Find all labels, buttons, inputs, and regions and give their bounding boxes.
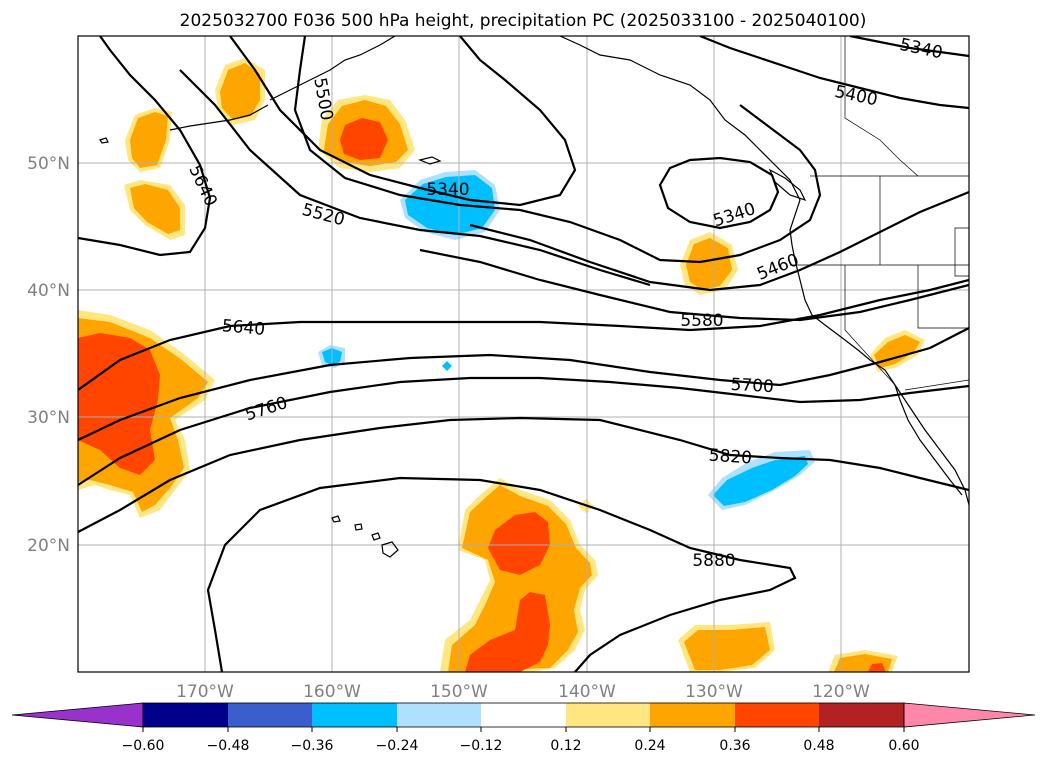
colorbar-tick-label: 0.60 (888, 738, 919, 754)
colorbar-ticks (142, 727, 905, 732)
lon-label: 120°W (812, 682, 870, 702)
alaska-canada-border (844, 36, 919, 177)
lon-label: 150°W (430, 682, 488, 702)
baja-coast (894, 384, 963, 496)
longitude-labels: 170°W 160°W 150°W 140°W 130°W 120°W (176, 682, 870, 702)
colorbar-segment (650, 703, 735, 727)
contour-5520-inner (229, 36, 577, 207)
state-line-5 (954, 227, 969, 277)
precip-area-negative-dot (442, 361, 452, 371)
lat-label: 50°N (27, 154, 70, 174)
colorbar-segment (228, 703, 312, 727)
precip-area-central-orange (448, 485, 592, 672)
precip-area-central-red2 (488, 512, 550, 575)
contour-5640-north (78, 36, 212, 257)
map-panel: 5340 5400 5500 5640 5520 5340 5340 5460 … (77, 35, 970, 673)
contour-5340-closed (658, 156, 780, 230)
aleutian-island-1 (99, 137, 109, 144)
colorbar-tick-label: −0.48 (207, 738, 250, 754)
gridlines (78, 36, 969, 672)
contour-5580 (419, 248, 969, 322)
map-frame (77, 35, 970, 673)
bc-coast (789, 199, 801, 261)
colorbar-segment (566, 703, 650, 727)
colorbar-tick-label: −0.36 (291, 738, 334, 754)
colorbar-tick-label: 0.36 (719, 738, 750, 754)
precip-area-oregon-offshore-orange (686, 238, 732, 290)
contour-label: 5340 (426, 180, 469, 200)
colorbar-tick-label: 0.24 (634, 738, 665, 754)
colorbar-extend-low (11, 702, 144, 728)
precip-area-negative-east-blue (713, 456, 808, 506)
contour-5460 (469, 190, 969, 292)
aleutian-island-2 (418, 156, 442, 165)
contour-5700 (78, 327, 969, 441)
contour-label: 5880 (692, 551, 735, 571)
contour-5500 (293, 36, 822, 264)
lat-label: 20°N (27, 536, 70, 556)
contour-5880 (206, 476, 797, 672)
lon-label: 160°W (303, 682, 361, 702)
hawaii-big-island (381, 541, 399, 558)
hawaii-maui (371, 532, 381, 541)
state-line-4 (844, 265, 896, 386)
precip-area-west-red (78, 333, 160, 475)
contour-label: 5820 (708, 446, 753, 469)
precip-area-north-central-red (340, 118, 388, 160)
precip-area-aleutian-1-orange (130, 112, 168, 168)
contour-labels: 5340 5400 5500 5640 5520 5340 5340 5460 … (184, 36, 944, 571)
lon-label: 140°W (558, 682, 616, 702)
map-title: 2025032700 F036 500 hPa height, precipit… (180, 11, 867, 31)
aleutian-chain (169, 104, 269, 131)
precip-area-aleutian-2-orange (130, 184, 180, 234)
borders (790, 36, 969, 391)
mexico-border (904, 379, 969, 391)
hawaii-oahu (354, 523, 363, 531)
contour-label: 5640 (221, 316, 266, 340)
colorbar: −0.60 −0.48 −0.36 −0.24 −0.12 0.12 0.24 … (11, 702, 1036, 754)
state-line-3 (917, 265, 969, 329)
colorbar-segment (819, 703, 904, 727)
colorbar-tick-label: −0.24 (376, 738, 419, 754)
alaska-gulf-coast (559, 36, 801, 201)
precip-area-south-east-1-orange (684, 627, 770, 670)
contour-label: 5700 (730, 375, 774, 397)
hawaii-kauai (331, 515, 341, 523)
contour-5340-north (849, 36, 969, 58)
latitude-labels: 50°N 40°N 30°N 20°N (27, 154, 70, 556)
height-contours (78, 36, 969, 672)
lon-label: 170°W (176, 682, 234, 702)
contour-5400 (699, 36, 969, 110)
colorbar-tick-label: 0.12 (550, 738, 581, 754)
contour-5520 (179, 69, 651, 287)
precip-area-central-red (465, 592, 550, 672)
precip-area-aleutian-3-orange (220, 63, 260, 120)
colorbar-segment (481, 703, 566, 727)
colorbar-segment (397, 703, 481, 727)
lat-label: 30°N (27, 408, 70, 428)
contour-5760 (78, 376, 969, 486)
lat-label: 40°N (27, 281, 70, 301)
colorbar-frame (142, 702, 905, 728)
colorbar-tick-label: 0.48 (803, 738, 834, 754)
alaska-coast (269, 36, 396, 101)
colorbar-tick-label: −0.60 (122, 738, 165, 754)
colorbar-tick-label: −0.12 (460, 738, 503, 754)
contour-5640-south (78, 278, 969, 391)
colorbar-segment (143, 703, 228, 727)
us-west-coast (794, 259, 969, 506)
colorbar-segment (735, 703, 819, 727)
lon-label: 130°W (685, 682, 743, 702)
contour-5820 (78, 416, 969, 533)
precip-area-south-east-2-red (868, 663, 886, 672)
colorbar-extend-high (903, 702, 1036, 728)
contour-label: 5580 (680, 311, 723, 331)
colorbar-segment (312, 703, 397, 727)
